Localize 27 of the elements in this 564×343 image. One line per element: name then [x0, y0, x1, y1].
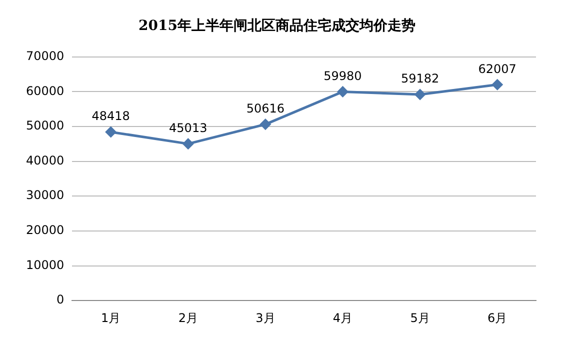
- y-tick-label: 60000: [26, 84, 64, 98]
- x-tick-label: 1月: [101, 310, 121, 325]
- point: [337, 86, 348, 97]
- y-tick-label: 30000: [26, 188, 64, 202]
- point: [414, 89, 426, 100]
- data-label: 62007: [478, 62, 516, 76]
- y-tick-label: 40000: [26, 153, 64, 168]
- data-label: 45013: [169, 120, 208, 135]
- y-tick-label: 70000: [26, 48, 64, 63]
- y-tick-label: 50000: [26, 118, 64, 133]
- x-tick-label: 4月: [332, 310, 353, 325]
- data-label: 59980: [324, 68, 362, 83]
- point: [182, 138, 194, 150]
- point: [106, 126, 116, 138]
- data-label: 48418: [92, 109, 130, 124]
- y-tick-label: 10000: [26, 258, 64, 272]
- x-tick-label: 5月: [410, 310, 430, 325]
- x-tick-label: 3月: [256, 310, 276, 325]
- y-tick-label: 0: [56, 292, 64, 307]
- y-tick-label: 20000: [26, 223, 64, 238]
- point: [492, 79, 503, 90]
- point: [260, 119, 271, 130]
- x-tick-label: 6月: [488, 310, 508, 325]
- x-tick-label: 2月: [178, 310, 198, 325]
- data-label: 50616: [246, 101, 285, 116]
- chart-title: 2015年上半年闸北区商品住宅成交均价走势: [138, 17, 416, 34]
- data-label: 59182: [400, 72, 440, 86]
